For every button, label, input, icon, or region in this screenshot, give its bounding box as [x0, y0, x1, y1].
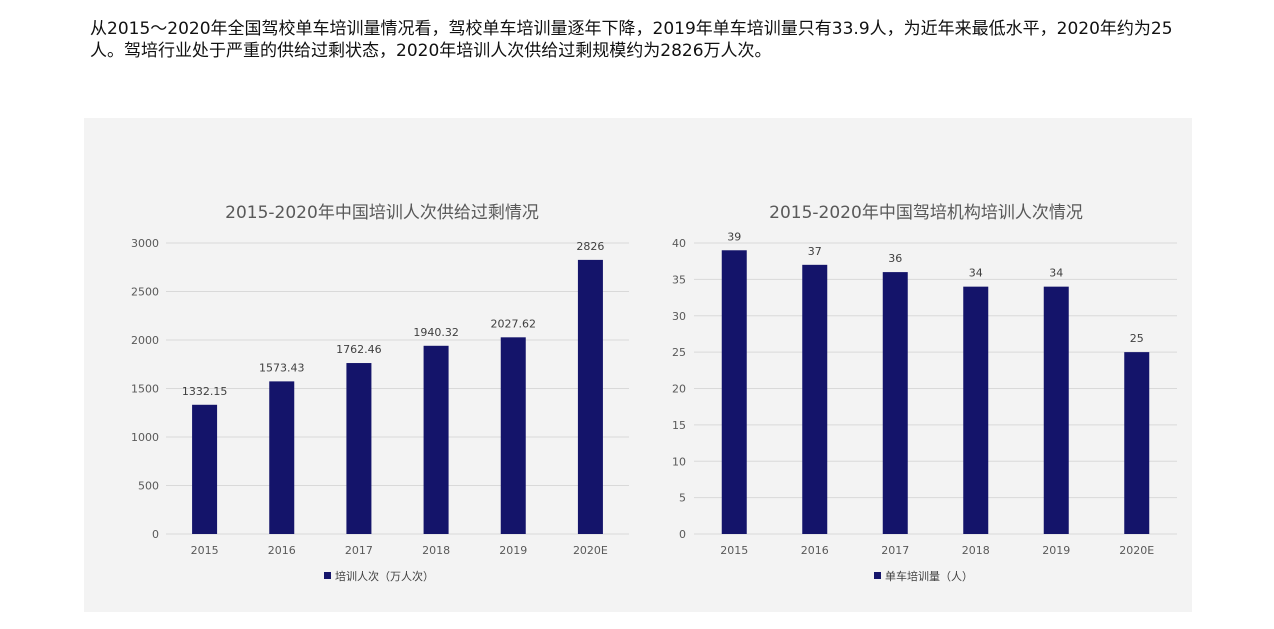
chart-1-y-tick-label: 500 [138, 480, 159, 493]
chart-2-x-tick-label: 2017 [881, 544, 909, 557]
chart-1-data-label: 2027.62 [491, 317, 537, 330]
chart-2-y-tick-label: 15 [672, 419, 686, 432]
chart-2-y-tick-label: 10 [672, 455, 686, 468]
chart-2-x-tick-label: 2020E [1119, 544, 1154, 557]
chart-1-bar [346, 363, 372, 534]
chart-2-y-tick-label: 20 [672, 383, 686, 396]
chart-1-bar [192, 404, 218, 534]
intro-paragraph: 从2015～2020年全国驾校单车培训量情况看，驾校单车培训量逐年下降，2019… [90, 19, 1173, 61]
chart-2-y-tick-label: 25 [672, 346, 686, 359]
chart-2-x-tick-label: 2016 [801, 544, 829, 557]
chart-1-y-tick-label: 0 [152, 528, 159, 541]
chart-1-bar [500, 337, 526, 534]
chart-2-bar [1124, 352, 1150, 534]
chart-1-legend-label: 培训人次（万人次） [335, 569, 434, 583]
chart-1-y-tick-label: 3000 [131, 237, 159, 250]
chart-2-y-tick-label: 40 [672, 237, 686, 250]
chart-1-y-tick-label: 2000 [131, 334, 159, 347]
chart-2-y-tick-label: 0 [679, 528, 686, 541]
chart-1-x-tick-label: 2018 [422, 544, 450, 557]
chart-1-data-label: 1762.46 [336, 343, 382, 356]
chart-2-data-label: 25 [1130, 332, 1144, 345]
charts-canvas: 2015-2020年中国培训人次供给过剩情况 0 500 1000 1500 2000 25… [131, 203, 1177, 583]
chart-2-legend-label: 单车培训量（人） [885, 569, 973, 583]
chart-1-data-label: 1940.32 [413, 326, 459, 339]
chart-1-title: 2015-2020年中国培训人次供给过剩情况 [225, 203, 539, 223]
chart-1-x-tick-label: 2015 [191, 544, 219, 557]
chart-2-data-label: 34 [1049, 267, 1063, 280]
chart-1-bar [577, 259, 603, 534]
chart-2-legend-swatch [874, 572, 881, 579]
chart-1-bar [423, 345, 449, 534]
chart-1-data-label: 1573.43 [259, 361, 305, 374]
chart-2-data-label: 39 [727, 230, 741, 243]
chart-1-y-tick-label: 1500 [131, 383, 159, 396]
chart-1-y-tick-label: 2500 [131, 286, 159, 299]
chart-2-y-tick-label: 5 [679, 492, 686, 505]
chart-2-data-label: 36 [888, 252, 902, 265]
chart-2-y-tick-label: 30 [672, 310, 686, 323]
chart-1-x-tick-label: 2019 [499, 544, 527, 557]
chart-2-bar [963, 286, 989, 534]
chart-2-x-tick-label: 2018 [962, 544, 990, 557]
chart-2-data-label: 37 [808, 245, 822, 258]
chart-1-x-tick-label: 2016 [268, 544, 296, 557]
chart-2-data-label: 34 [969, 267, 983, 280]
chart-2-bar [1043, 286, 1069, 534]
chart-2-bar [882, 272, 908, 534]
chart-2-title: 2015-2020年中国驾培机构培训人次情况 [769, 203, 1083, 223]
chart-1-data-label: 2826 [576, 240, 604, 253]
chart-1-legend-swatch [324, 572, 331, 579]
chart-1-x-tick-label: 2020E [573, 544, 608, 557]
chart-1-x-tick-label: 2017 [345, 544, 373, 557]
chart-2-bar [721, 250, 747, 534]
chart-1-y-tick-label: 1000 [131, 431, 159, 444]
chart-1-data-label: 1332.15 [182, 385, 228, 398]
chart-2-y-tick-label: 35 [672, 273, 686, 286]
chart-2-x-tick-label: 2019 [1042, 544, 1070, 557]
chart-1-bar [269, 381, 295, 534]
charts-panel: 2015-2020年中国培训人次供给过剩情况 0 500 1000 1500 2000 25… [84, 118, 1192, 612]
chart-2-x-tick-label: 2015 [720, 544, 748, 557]
chart-2-bar [802, 264, 828, 534]
